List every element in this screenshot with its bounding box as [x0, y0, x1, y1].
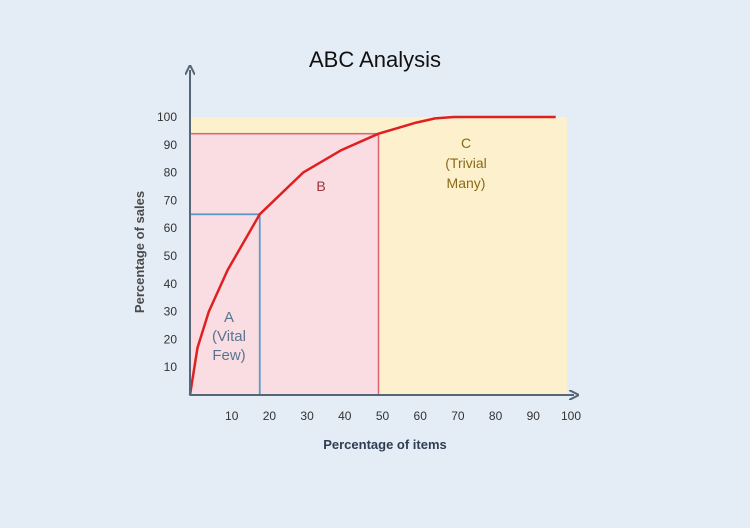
zone-b-area: [189, 132, 380, 396]
y-tick-label: 50: [164, 249, 178, 263]
x-tick-label: 50: [376, 409, 390, 423]
zone-c-label: C (Trivial Many): [445, 135, 486, 191]
x-axis-label: Percentage of items: [323, 437, 447, 452]
ticks-layer: 10 20 30 40 50 60 70 80 90 100 10 20 30 40 50 60 70 80 90 1…: [157, 110, 581, 423]
y-tick-label: 90: [164, 138, 178, 152]
zone-a-label: A (Vital Few): [212, 309, 246, 364]
x-tick-label: 30: [300, 409, 314, 423]
x-tick-label: 60: [414, 409, 428, 423]
y-tick-label: 100: [157, 110, 177, 124]
x-tick-label: 70: [451, 409, 465, 423]
pareto-curve: [188, 115, 556, 396]
x-tick-label: 10: [225, 409, 239, 423]
y-tick-label: 80: [164, 166, 178, 180]
x-tick-label: 100: [561, 409, 581, 423]
y-tick-label: 40: [164, 277, 178, 291]
y-axis-label: Percentage of sales: [132, 191, 147, 313]
zone-labels-layer: A (Vital Few) B C (Trivial Many): [212, 135, 487, 364]
x-tick-label: 80: [489, 409, 503, 423]
x-tick-label: 90: [527, 409, 541, 423]
curve-layer: [188, 115, 556, 396]
x-tick-label: 40: [338, 409, 352, 423]
y-tick-label: 10: [164, 360, 178, 374]
x-tick-label: 20: [263, 409, 277, 423]
y-tick-label: 20: [164, 332, 178, 346]
y-tick-label: 70: [164, 193, 178, 207]
y-tick-label: 30: [164, 305, 178, 319]
zones-layer: [189, 117, 567, 396]
zone-b-label: B: [316, 178, 325, 194]
y-tick-label: 60: [164, 221, 178, 235]
chart-title: ABC Analysis: [309, 47, 441, 72]
